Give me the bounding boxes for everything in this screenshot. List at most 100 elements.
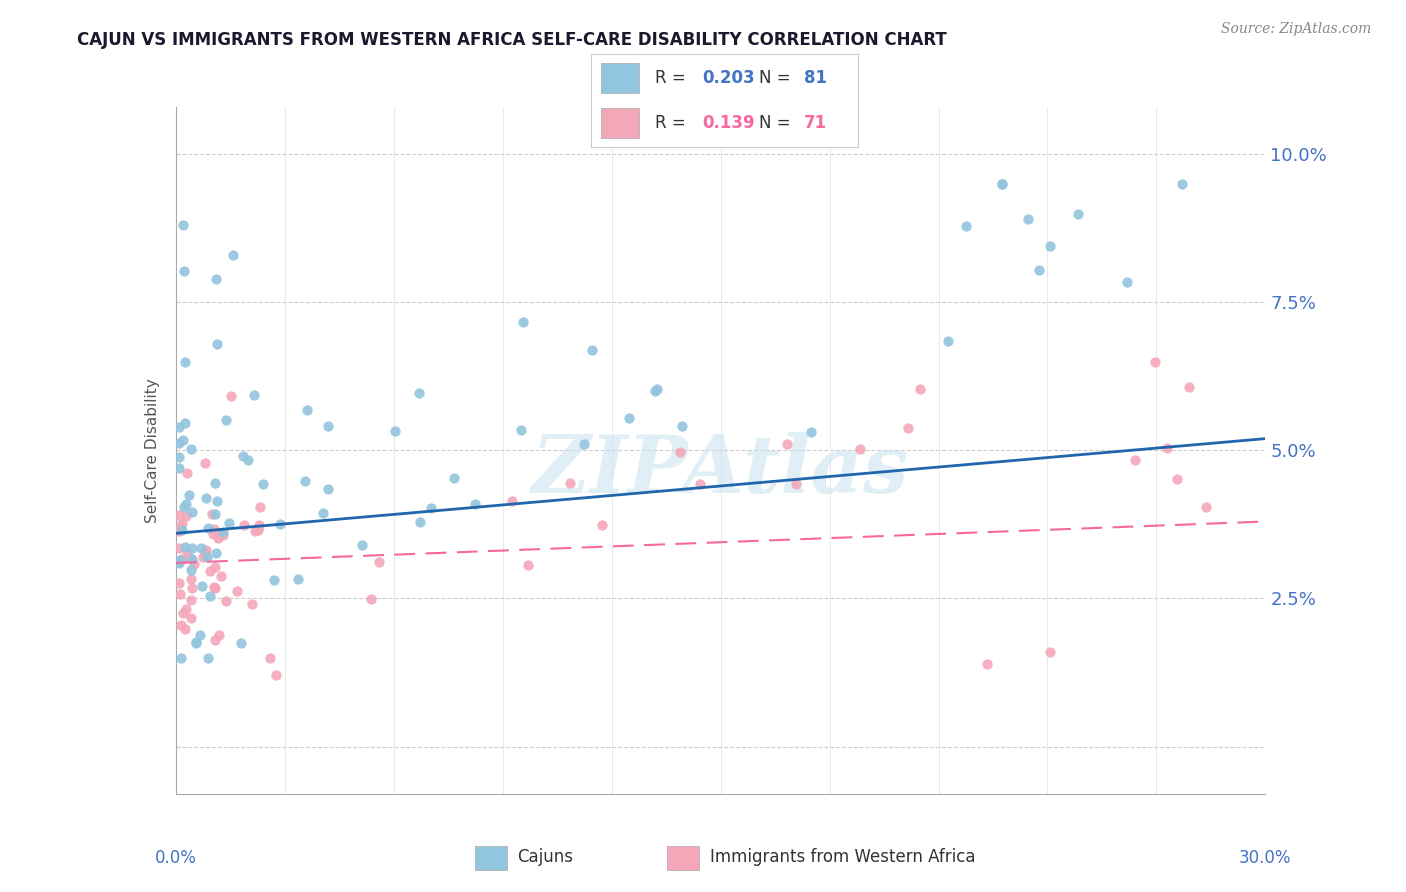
Point xyxy=(219,389,242,403)
FancyBboxPatch shape xyxy=(602,63,638,93)
Point xyxy=(180,592,202,607)
Point xyxy=(1039,645,1062,659)
Point xyxy=(173,416,195,430)
Point xyxy=(169,541,191,555)
Point xyxy=(204,271,226,285)
Point xyxy=(202,527,225,541)
Point xyxy=(170,650,193,665)
Point xyxy=(172,516,194,530)
Point xyxy=(200,589,222,603)
Point xyxy=(222,248,245,262)
FancyBboxPatch shape xyxy=(602,108,638,138)
Point xyxy=(669,444,692,458)
Point xyxy=(204,560,226,574)
Point xyxy=(176,547,198,561)
Point xyxy=(671,419,693,434)
Point xyxy=(180,442,202,456)
Point xyxy=(263,574,285,588)
Point xyxy=(172,551,194,566)
Point xyxy=(617,410,640,425)
Point xyxy=(591,517,613,532)
FancyBboxPatch shape xyxy=(475,846,506,871)
Point xyxy=(1067,206,1090,220)
Point xyxy=(1116,275,1139,289)
Point xyxy=(243,524,266,538)
Text: ZIPAtlas: ZIPAtlas xyxy=(531,433,910,510)
Point xyxy=(202,581,225,595)
Point xyxy=(180,611,202,625)
Point xyxy=(1171,177,1194,191)
Point xyxy=(247,521,270,535)
Point xyxy=(180,573,202,587)
Point xyxy=(991,177,1014,191)
Point xyxy=(294,474,316,488)
Point xyxy=(785,476,807,491)
Point xyxy=(181,581,204,595)
Point xyxy=(174,509,197,524)
Text: 30.0%: 30.0% xyxy=(1239,849,1292,867)
Text: N =: N = xyxy=(759,114,796,132)
Point xyxy=(201,508,224,522)
Point xyxy=(169,436,191,450)
Point xyxy=(179,551,201,566)
Point xyxy=(170,618,193,632)
Point xyxy=(169,419,191,434)
Point xyxy=(172,219,194,233)
Point xyxy=(384,424,406,438)
Point xyxy=(176,466,198,480)
Point xyxy=(169,450,191,465)
Point xyxy=(190,541,212,556)
Point xyxy=(169,524,191,538)
Point xyxy=(197,650,219,665)
Text: R =: R = xyxy=(655,114,690,132)
Point xyxy=(173,264,195,278)
Point xyxy=(205,494,228,508)
Point xyxy=(207,627,229,641)
Point xyxy=(204,632,226,647)
Point xyxy=(172,523,194,537)
Point xyxy=(174,497,197,511)
Point xyxy=(233,518,256,533)
FancyBboxPatch shape xyxy=(666,846,699,871)
Point xyxy=(367,556,389,570)
Point xyxy=(510,423,533,437)
Point xyxy=(311,506,333,520)
Point xyxy=(464,497,486,511)
Point xyxy=(211,528,233,542)
Point xyxy=(443,471,465,485)
Point xyxy=(1166,472,1188,486)
Point xyxy=(169,553,191,567)
Point xyxy=(174,540,197,554)
Point xyxy=(501,493,523,508)
Text: 0.139: 0.139 xyxy=(703,114,755,132)
Point xyxy=(287,573,309,587)
Point xyxy=(908,382,931,396)
Point xyxy=(247,524,270,538)
Text: Cajuns: Cajuns xyxy=(517,848,574,866)
Point xyxy=(269,517,291,532)
Point xyxy=(204,546,226,560)
Point xyxy=(936,334,959,348)
Point xyxy=(180,563,202,577)
Point xyxy=(191,549,214,564)
Point xyxy=(236,453,259,467)
Point xyxy=(195,549,218,564)
Point xyxy=(581,343,603,357)
Point xyxy=(849,442,872,456)
Point xyxy=(204,507,226,521)
Point xyxy=(177,487,200,501)
Point xyxy=(572,437,595,451)
Point xyxy=(1156,442,1178,456)
Point xyxy=(295,402,318,417)
Text: 81: 81 xyxy=(804,69,827,87)
Point xyxy=(218,516,240,530)
Point xyxy=(408,386,430,401)
Point xyxy=(318,419,340,434)
Point xyxy=(173,354,195,368)
Y-axis label: Self-Care Disability: Self-Care Disability xyxy=(145,378,160,523)
Point xyxy=(252,477,274,491)
Point xyxy=(360,592,382,607)
Point xyxy=(198,565,221,579)
Point xyxy=(180,541,202,556)
Point xyxy=(229,636,252,650)
